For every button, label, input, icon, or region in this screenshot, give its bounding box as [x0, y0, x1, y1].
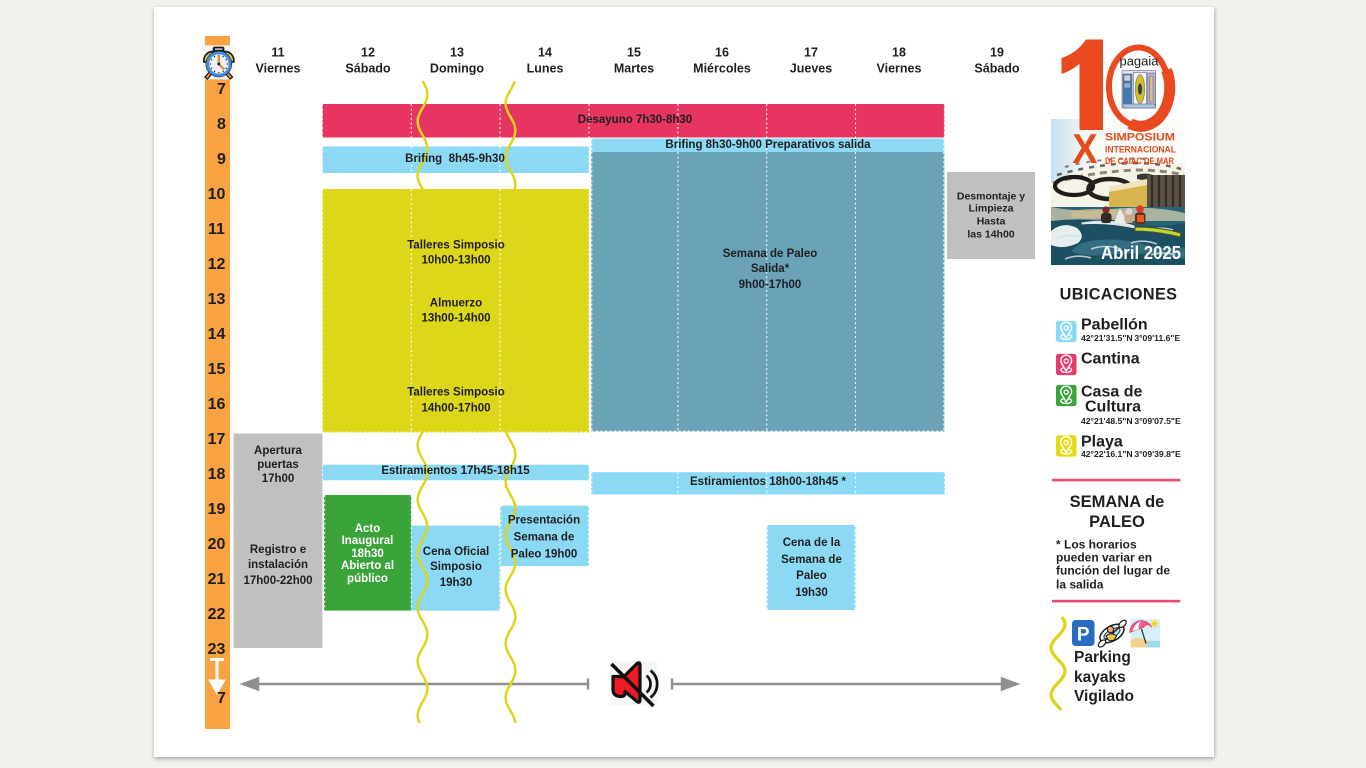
- svg-text:P: P: [1077, 625, 1090, 646]
- svg-text:Abril 2025: Abril 2025: [1101, 243, 1181, 263]
- svg-text:INTERNACIONAL: INTERNACIONAL: [1105, 145, 1176, 156]
- svg-text:pagaia: pagaia: [1119, 54, 1159, 69]
- svg-text:DE CAIAC DE MAR: DE CAIAC DE MAR: [1105, 156, 1174, 167]
- svg-text:SIMPÒSIUM: SIMPÒSIUM: [1105, 131, 1175, 144]
- svg-text:X: X: [1072, 126, 1098, 172]
